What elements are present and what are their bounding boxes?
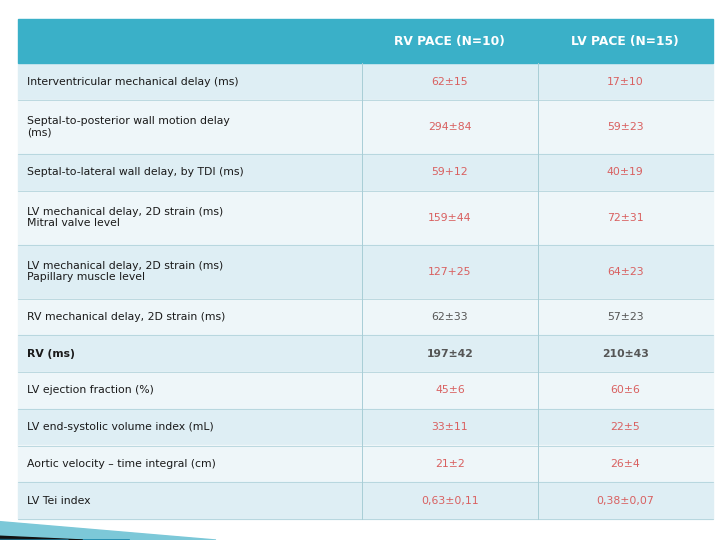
Text: 40±19: 40±19	[607, 167, 644, 177]
Polygon shape	[0, 539, 68, 540]
Bar	[18, 63, 713, 100]
Bar	[18, 482, 713, 519]
Text: 210±43: 210±43	[602, 349, 649, 359]
Bar	[18, 409, 713, 446]
Text: Interventricular mechanical delay (ms): Interventricular mechanical delay (ms)	[27, 77, 238, 86]
Polygon shape	[0, 536, 83, 540]
Text: 159±44: 159±44	[428, 213, 472, 222]
Text: Septal-to-lateral wall delay, by TDI (ms): Septal-to-lateral wall delay, by TDI (ms…	[27, 167, 243, 177]
Text: 57±23: 57±23	[607, 312, 644, 322]
Text: 197±42: 197±42	[426, 349, 473, 359]
Text: 21±2: 21±2	[435, 459, 464, 469]
Bar	[18, 191, 713, 245]
Text: LV Tei index: LV Tei index	[27, 496, 90, 505]
Text: 294±84: 294±84	[428, 122, 472, 132]
Text: 45±6: 45±6	[435, 386, 464, 395]
Text: LV mechanical delay, 2D strain (ms)
Mitral valve level: LV mechanical delay, 2D strain (ms) Mitr…	[27, 207, 223, 228]
Bar	[18, 372, 713, 409]
Text: LV mechanical delay, 2D strain (ms)
Papillary muscle level: LV mechanical delay, 2D strain (ms) Papi…	[27, 261, 223, 282]
Text: 127+25: 127+25	[428, 267, 472, 276]
Text: 60±6: 60±6	[611, 386, 640, 395]
Text: 62±15: 62±15	[431, 77, 468, 86]
Text: 59±23: 59±23	[607, 122, 644, 132]
Text: 26±4: 26±4	[611, 459, 640, 469]
Text: LV ejection fraction (%): LV ejection fraction (%)	[27, 386, 153, 395]
Text: 64±23: 64±23	[607, 267, 644, 276]
Text: LV end-systolic volume index (mL): LV end-systolic volume index (mL)	[27, 422, 213, 432]
Text: Aortic velocity – time integral (cm): Aortic velocity – time integral (cm)	[27, 459, 215, 469]
Bar	[18, 446, 713, 482]
Text: 59+12: 59+12	[431, 167, 468, 177]
Text: RV PACE (N=10): RV PACE (N=10)	[395, 35, 505, 48]
Text: 17±10: 17±10	[607, 77, 644, 86]
Bar	[18, 245, 713, 299]
Text: Septal-to-posterior wall motion delay
(ms): Septal-to-posterior wall motion delay (m…	[27, 116, 230, 138]
Text: 22±5: 22±5	[611, 422, 640, 432]
Bar	[18, 19, 713, 63]
Text: 72±31: 72±31	[607, 213, 644, 222]
Text: 33±11: 33±11	[431, 422, 468, 432]
Bar	[18, 100, 713, 154]
Text: 0,63±0,11: 0,63±0,11	[421, 496, 479, 505]
Bar	[18, 335, 713, 372]
Text: 0,38±0,07: 0,38±0,07	[596, 496, 654, 505]
Bar	[18, 154, 713, 191]
Polygon shape	[0, 522, 216, 540]
Text: RV mechanical delay, 2D strain (ms): RV mechanical delay, 2D strain (ms)	[27, 312, 225, 322]
Text: RV (ms): RV (ms)	[27, 349, 74, 359]
Text: LV PACE (N=15): LV PACE (N=15)	[572, 35, 679, 48]
Text: 62±33: 62±33	[431, 312, 468, 322]
Bar	[18, 299, 713, 335]
